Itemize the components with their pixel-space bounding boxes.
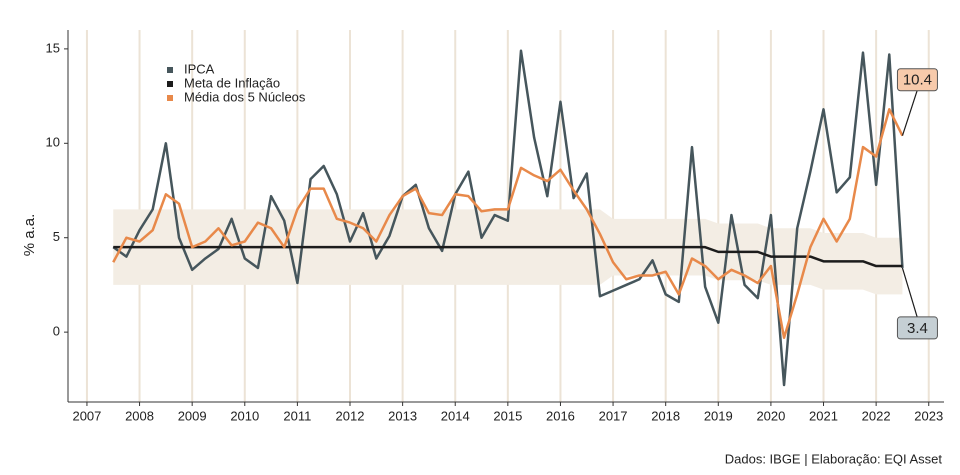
x-tick-label: 2019 bbox=[704, 408, 733, 423]
y-axis-label: % a.a. bbox=[21, 214, 38, 257]
x-tick-label: 2018 bbox=[651, 408, 680, 423]
label-connector bbox=[901, 89, 919, 136]
x-tick-label: 2016 bbox=[546, 408, 575, 423]
series-line bbox=[112, 108, 904, 340]
y-tick-label: 15 bbox=[46, 40, 60, 55]
x-tick-label: 2010 bbox=[230, 408, 259, 423]
x-tick-label: 2013 bbox=[388, 408, 417, 423]
legend-label: IPCA bbox=[184, 61, 215, 76]
x-tick-label: 2008 bbox=[125, 408, 154, 423]
caption: Dados: IBGE | Elaboração: EQI Asset bbox=[725, 451, 943, 466]
y-tick-label: 5 bbox=[53, 229, 60, 244]
series-line bbox=[113, 245, 903, 268]
legend-label: Média dos 5 Núcleos bbox=[184, 89, 306, 104]
x-tick-label: 2020 bbox=[756, 408, 785, 423]
legend-label: Meta de Inflação bbox=[184, 75, 280, 90]
x-tick-label: 2023 bbox=[914, 408, 943, 423]
legend-swatch bbox=[167, 95, 173, 101]
end-label: 10.4 bbox=[903, 72, 932, 89]
legend-swatch bbox=[167, 67, 173, 73]
end-label-box bbox=[896, 316, 938, 340]
end-label: 3.4 bbox=[907, 320, 928, 337]
series-line bbox=[112, 49, 904, 387]
x-tick-label: 2015 bbox=[493, 408, 522, 423]
x-tick-label: 2021 bbox=[809, 408, 838, 423]
x-tick-label: 2007 bbox=[72, 408, 101, 423]
y-tick-label: 10 bbox=[46, 135, 60, 150]
x-tick-label: 2009 bbox=[178, 408, 207, 423]
legend-swatch bbox=[167, 81, 173, 87]
x-tick-label: 2022 bbox=[862, 408, 891, 423]
x-tick-label: 2014 bbox=[441, 408, 470, 423]
y-tick-label: 0 bbox=[53, 324, 60, 339]
label-connector bbox=[901, 267, 919, 319]
x-tick-label: 2011 bbox=[283, 408, 311, 423]
tolerance-band bbox=[113, 209, 903, 295]
x-tick-label: 2017 bbox=[599, 408, 628, 423]
end-label-box bbox=[896, 68, 938, 92]
x-tick-label: 2012 bbox=[336, 408, 365, 423]
